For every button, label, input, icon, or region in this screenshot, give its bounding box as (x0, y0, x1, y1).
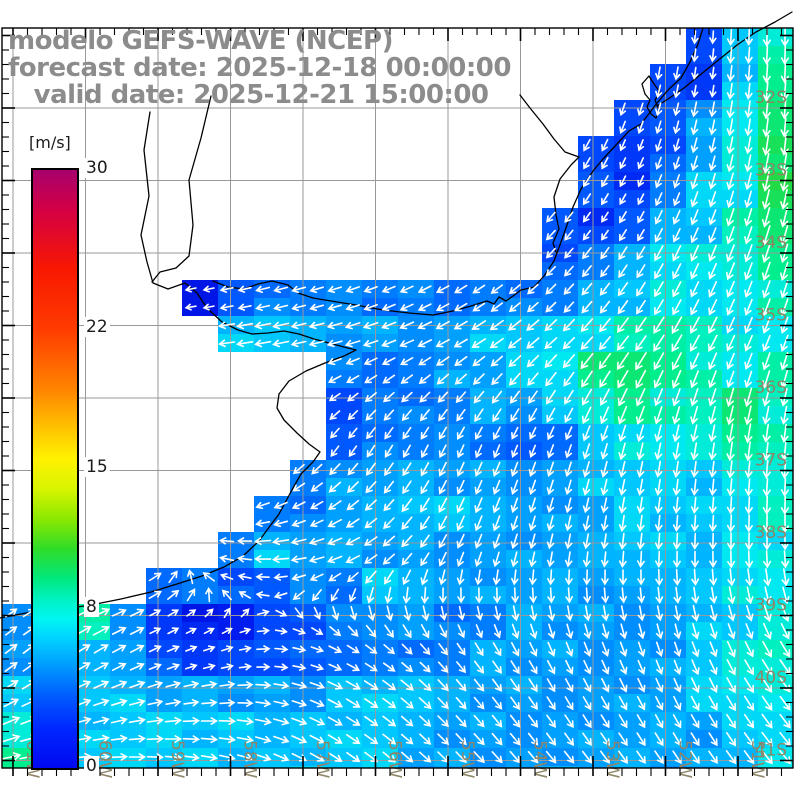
colorbar-tick-label: 0 (84, 756, 99, 776)
colorbar-tick-label: 15 (84, 457, 110, 477)
latitude-label: 32S (755, 88, 787, 108)
longitude-label: 51W (747, 740, 767, 779)
longitude-label: 56W (385, 740, 405, 779)
latitude-label: 38S (755, 523, 787, 543)
colorbar-tick-label: 8 (84, 596, 99, 617)
longitude-label: 55W (457, 740, 477, 779)
longitude-label: 52W (675, 740, 695, 779)
latitude-label: 33S (755, 161, 787, 181)
colorbar (31, 168, 79, 770)
longitude-label: 57W (312, 740, 332, 779)
latitude-label: 36S (755, 378, 787, 398)
coastline-path (151, 95, 212, 283)
latitude-label: 34S (755, 233, 787, 253)
latitude-label: 39S (755, 596, 787, 616)
latitude-label: 35S (755, 306, 787, 326)
colorbar-tick-label: 30 (84, 158, 110, 178)
latitude-label: 40S (755, 668, 787, 688)
longitude-label: 53W (602, 740, 622, 779)
longitude-label: 59W (167, 740, 187, 779)
latitude-label: 37S (755, 451, 787, 471)
colorbar-unit-label: [m/s] (27, 133, 73, 152)
longitude-label: 58W (240, 740, 260, 779)
longitude-label: 54W (530, 740, 550, 779)
colorbar-tick-label: 22 (84, 317, 110, 338)
